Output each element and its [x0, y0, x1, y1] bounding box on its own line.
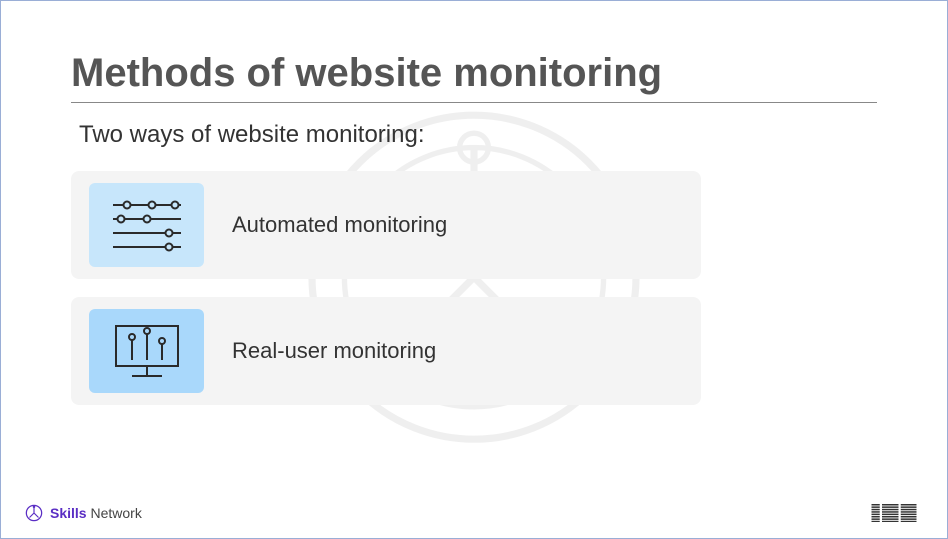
skills-network-text: Skills Network	[50, 505, 142, 521]
card-automated: Automated monitoring	[71, 171, 701, 279]
ibm-logo	[871, 504, 917, 522]
slide-content: Methods of website monitoring Two ways o…	[1, 1, 947, 405]
footer: Skills Network	[25, 504, 917, 522]
monitor-icon-box	[89, 309, 204, 393]
sliders-icon	[107, 197, 187, 253]
card-list: Automated monitoring	[71, 171, 701, 405]
skills-suffix: Network	[87, 505, 142, 521]
skills-brand: Skills	[50, 505, 87, 521]
card-label-automated: Automated monitoring	[232, 212, 447, 238]
card-realuser: Real-user monitoring	[71, 297, 701, 405]
skills-network-logo: Skills Network	[25, 504, 142, 522]
slide-subtitle: Two ways of website monitoring:	[79, 121, 877, 149]
slide-title: Methods of website monitoring	[71, 51, 877, 103]
skills-network-icon	[25, 504, 43, 522]
card-label-realuser: Real-user monitoring	[232, 338, 436, 364]
monitor-metrics-icon	[108, 320, 186, 382]
sliders-icon-box	[89, 183, 204, 267]
